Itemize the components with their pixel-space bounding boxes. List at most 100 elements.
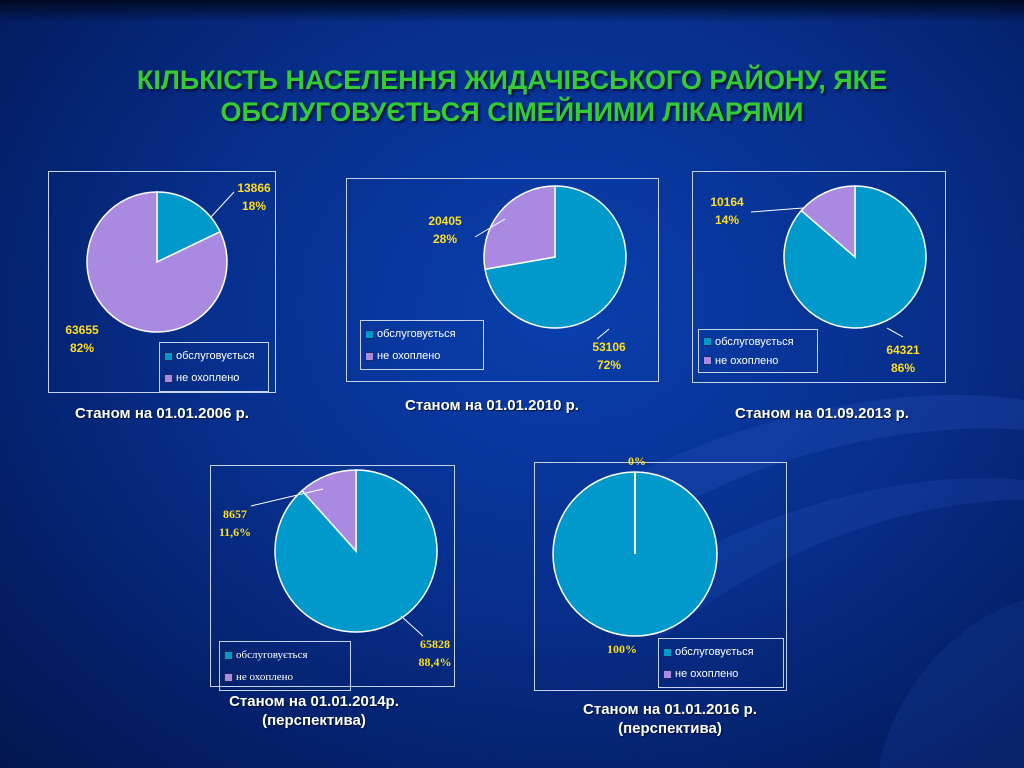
pie-chart-2014: 65828 88,4% 8657 11,6% bbox=[219, 469, 452, 669]
data-label-not-covered: 0% bbox=[628, 454, 646, 468]
legend-item-not-covered: не охоплено bbox=[220, 666, 350, 688]
data-label-served: 64321 86% bbox=[886, 343, 920, 375]
legend-label-not-covered: не охоплено bbox=[236, 671, 293, 683]
legend-2013: обслуговується не охоплено bbox=[698, 329, 818, 373]
legend-item-served: обслуговується bbox=[220, 644, 350, 666]
data-label-value: 8657 bbox=[223, 507, 247, 521]
data-label-percent: 0% bbox=[628, 454, 646, 468]
pie-chart-2013: 64321 86% 10164 14% bbox=[710, 185, 927, 375]
chart-panel-2016: 100% 0% обслуговується не охоплено bbox=[534, 454, 787, 691]
legend-label-served: обслуговується bbox=[715, 335, 794, 348]
data-label-served: 53106 72% bbox=[592, 340, 626, 372]
legend-item-not-covered: не охоплено bbox=[160, 367, 268, 389]
data-label-percent: 18% bbox=[242, 199, 266, 213]
legend-item-not-covered: не охоплено bbox=[699, 351, 817, 370]
legend-2006: обслуговується не охоплено bbox=[159, 342, 269, 392]
legend-swatch-not-covered bbox=[164, 373, 173, 383]
legend-label-served: обслуговується bbox=[675, 646, 754, 658]
pie-slice-not-covered bbox=[300, 469, 357, 553]
legend-label-not-covered: не охоплено bbox=[176, 372, 240, 384]
data-label-percent: 100% bbox=[607, 642, 637, 656]
data-label-value: 53106 bbox=[592, 340, 626, 354]
data-label-value: 64321 bbox=[886, 343, 920, 357]
caption-2013: Станом на 01.09.2013 р. bbox=[700, 404, 944, 423]
caption-2014: Станом на 01.01.2014р. (перспектива) bbox=[192, 692, 436, 730]
legend-item-not-covered: не охоплено bbox=[659, 663, 783, 685]
data-label-served: 100% bbox=[607, 642, 637, 656]
legend-label-served: обслуговується bbox=[176, 350, 255, 362]
data-label-percent: 11,6% bbox=[219, 525, 251, 539]
pie-slice-served bbox=[156, 191, 222, 264]
caption-2010: Станом на 01.01.2010 р. bbox=[370, 396, 614, 415]
legend-swatch-served bbox=[224, 650, 233, 660]
legend-swatch-served bbox=[663, 647, 672, 657]
caption-line: Станом на 01.09.2013 р. bbox=[735, 405, 909, 422]
data-label-percent: 86% bbox=[891, 361, 915, 375]
chart-panel-2006: 13866 18% 63655 82% обслуговується не охопл… bbox=[48, 171, 276, 393]
data-label-value: 20405 bbox=[428, 214, 462, 228]
chart-panel-2013: 64321 86% 10164 14% обслуговується не охопл… bbox=[692, 171, 946, 383]
data-label-not-covered: 8657 11,6% bbox=[219, 507, 251, 539]
pie-slice-not-covered bbox=[800, 185, 856, 259]
leader-line bbox=[250, 488, 324, 507]
caption-2016: Станом на 01.01.2016 р. (перспектива) bbox=[548, 700, 792, 738]
legend-swatch-served bbox=[365, 329, 374, 339]
legend-2010: обслуговується не охоплено bbox=[360, 320, 484, 370]
legend-2014: обслуговується не охоплено bbox=[219, 641, 351, 691]
caption-line-2: (перспектива) bbox=[618, 720, 722, 737]
caption-2006: Станом на 01.01.2006 р. bbox=[40, 404, 284, 423]
leader-line bbox=[886, 327, 904, 338]
leader-line bbox=[474, 218, 506, 238]
title-line-1: КІЛЬКІСТЬ НАСЕЛЕННЯ ЖИДАЧІВСЬКОГО РАЙОНУ… bbox=[136, 65, 888, 95]
data-label-value: 10164 bbox=[710, 195, 744, 209]
legend-item-not-covered: не охоплено bbox=[361, 345, 483, 367]
chart-panel-2010: 53106 72% 20405 28% обслуговується не охопл… bbox=[346, 178, 659, 382]
leader-line bbox=[596, 328, 610, 340]
legend-label-not-covered: не охоплено bbox=[715, 354, 779, 367]
leader-line bbox=[400, 615, 424, 637]
legend-swatch-served bbox=[703, 337, 712, 346]
data-label-value: 65828 bbox=[420, 637, 450, 651]
pie-chart-2006: 13866 18% 63655 82% bbox=[65, 181, 271, 355]
legend-label-served: обслуговується bbox=[236, 649, 308, 661]
chart-panel-2014: 65828 88,4% 8657 11,6% обслуговується не ох… bbox=[210, 465, 455, 691]
data-label-percent: 72% bbox=[597, 358, 621, 372]
data-label-percent: 82% bbox=[70, 341, 94, 355]
data-label-not-covered: 10164 14% bbox=[710, 195, 744, 227]
data-label-served: 13866 18% bbox=[237, 181, 271, 213]
pie-chart-2010: 53106 72% 20405 28% bbox=[428, 185, 627, 372]
leader-line bbox=[210, 191, 235, 218]
data-label-percent: 28% bbox=[433, 232, 457, 246]
page-title: КІЛЬКІСТЬ НАСЕЛЕННЯ ЖИДАЧІВСЬКОГО РАЙОНУ… bbox=[60, 64, 964, 128]
legend-item-served: обслуговується bbox=[699, 332, 817, 351]
caption-line-1: Станом на 01.01.2014р. bbox=[229, 693, 399, 710]
data-label-value: 13866 bbox=[237, 181, 271, 195]
data-label-percent: 14% bbox=[715, 213, 739, 227]
leader-line bbox=[750, 207, 804, 213]
title-line-2: ОБСЛУГОВУЄТЬСЯ СІМЕЙНИМИ ЛІКАРЯМИ bbox=[220, 97, 804, 127]
caption-line: Станом на 01.01.2006 р. bbox=[75, 405, 249, 422]
legend-item-served: обслуговується bbox=[160, 345, 268, 367]
caption-line: Станом на 01.01.2010 р. bbox=[405, 397, 579, 414]
data-label-not-covered: 20405 28% bbox=[428, 214, 462, 246]
pie-chart-2016: 100% 0% bbox=[552, 454, 718, 656]
legend-item-served: обслуговується bbox=[361, 323, 483, 345]
caption-line-1: Станом на 01.01.2016 р. bbox=[583, 701, 757, 718]
legend-swatch-served bbox=[164, 351, 173, 361]
pie-slice-not-covered bbox=[86, 191, 228, 333]
legend-label-not-covered: не охоплено bbox=[377, 350, 441, 362]
data-label-percent: 88,4% bbox=[419, 655, 452, 669]
top-band bbox=[0, 0, 1024, 22]
data-label-served: 65828 88,4% bbox=[419, 637, 452, 669]
legend-label-served: обслуговується bbox=[377, 328, 456, 340]
legend-swatch-not-covered bbox=[365, 351, 374, 361]
data-label-not-covered: 63655 82% bbox=[65, 323, 99, 355]
pie-slice-not-covered bbox=[483, 185, 556, 271]
legend-swatch-not-covered bbox=[224, 672, 233, 682]
legend-swatch-not-covered bbox=[703, 356, 712, 365]
legend-swatch-not-covered bbox=[663, 669, 672, 679]
caption-line-2: (перспектива) bbox=[262, 712, 366, 729]
legend-item-served: обслуговується bbox=[659, 641, 783, 663]
legend-label-not-covered: не охоплено bbox=[675, 668, 739, 680]
legend-2016: обслуговується не охоплено bbox=[658, 638, 784, 688]
